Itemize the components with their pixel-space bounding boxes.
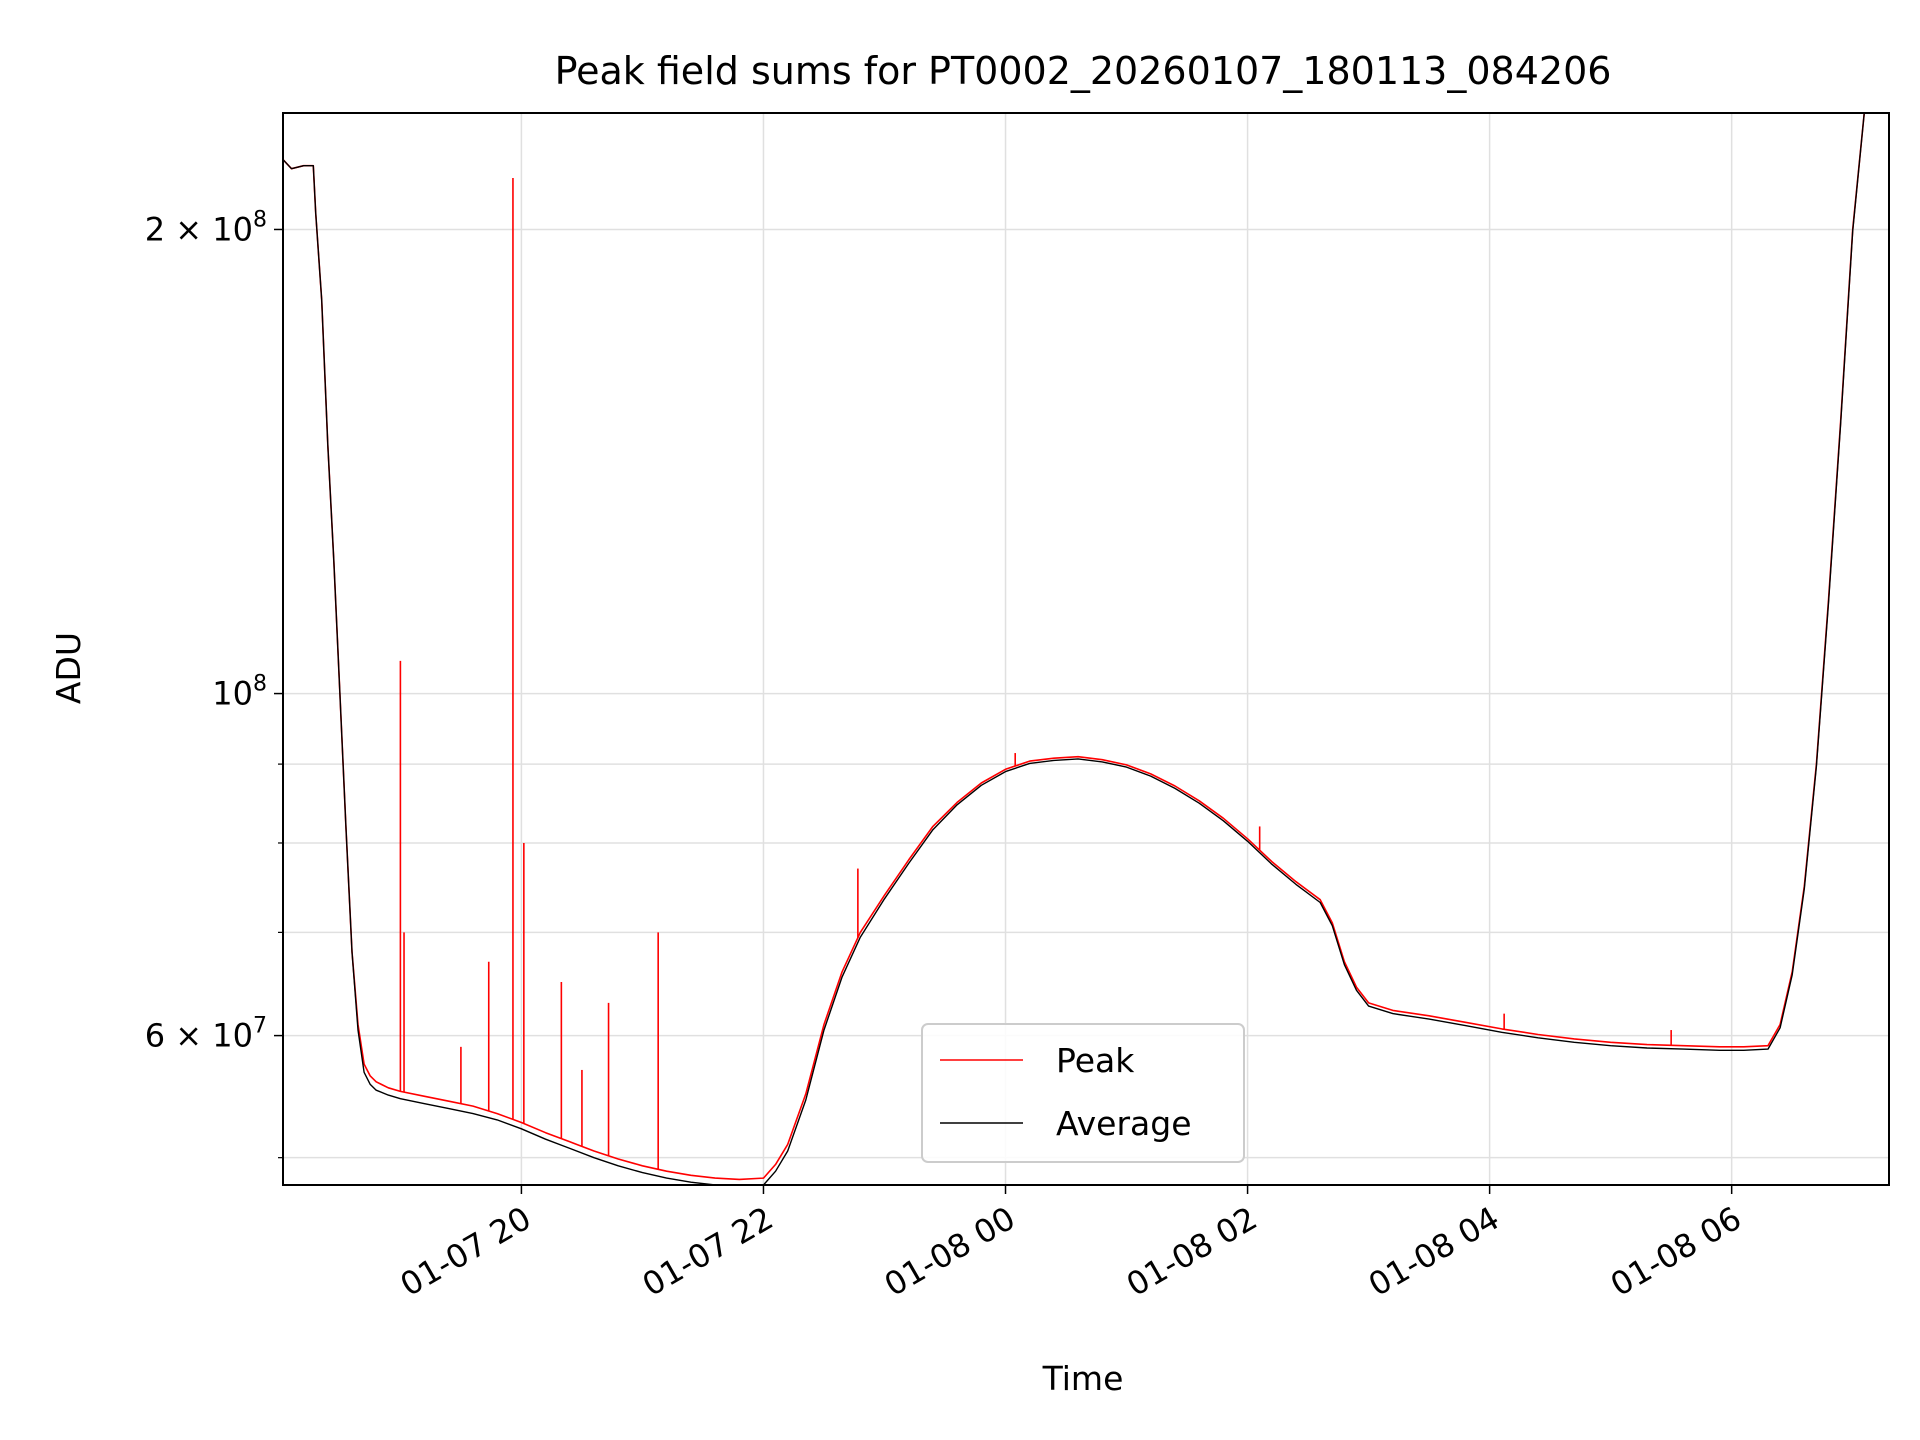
average-series-line — [283, 113, 1865, 1185]
y-tick-label: 6 × 107 — [145, 1014, 267, 1055]
plot-frame — [282, 112, 1890, 1186]
y-tick-base: 6 × 10 — [145, 1017, 253, 1055]
peak-series-line — [283, 113, 1866, 1181]
legend-average-label: Average — [1056, 1104, 1192, 1143]
data-layer — [283, 113, 1866, 1185]
legend: Peak Average — [921, 1023, 1245, 1163]
y-tick-exponent: 8 — [253, 672, 267, 697]
y-tick-exponent: 8 — [253, 207, 267, 232]
y-tick-base: 2 × 10 — [145, 210, 253, 248]
x-axis-label: Time — [1042, 1359, 1124, 1398]
y-tick-label: 108 — [212, 672, 267, 713]
y-axis-label: ADU — [49, 632, 88, 704]
y-tick-label: 2 × 108 — [145, 207, 267, 248]
legend-box — [921, 1023, 1245, 1163]
chart-title: Peak field sums for PT0002_20260107_1801… — [555, 49, 1612, 93]
y-tick-exponent: 7 — [253, 1014, 267, 1039]
y-tick-base: 10 — [212, 675, 253, 713]
legend-peak-label: Peak — [1056, 1041, 1135, 1080]
